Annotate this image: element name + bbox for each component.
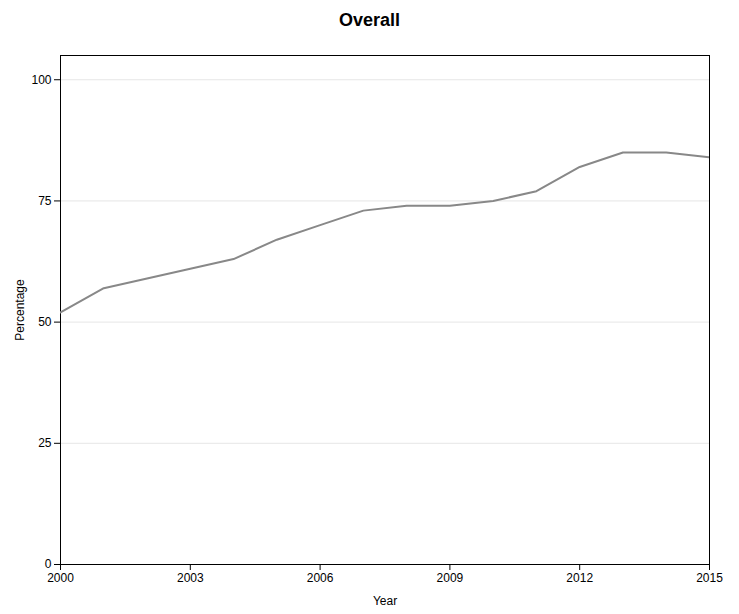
svg-text:25: 25 [38, 436, 52, 450]
html-text:Overall: Overall [339, 10, 400, 30]
svg-text:Percentage: Percentage [13, 279, 27, 341]
svg-text:50: 50 [38, 315, 52, 329]
svg-text:2009: 2009 [437, 571, 464, 585]
svg-text:2006: 2006 [307, 571, 334, 585]
svg-text:2003: 2003 [177, 571, 204, 585]
svg-text:2012: 2012 [566, 571, 593, 585]
svg-text:75: 75 [38, 194, 52, 208]
svg-text:100: 100 [31, 73, 51, 87]
svg-text:0: 0 [45, 557, 52, 571]
svg-text:2000: 2000 [47, 571, 74, 585]
svg-text:Year: Year [373, 594, 397, 608]
svg-text:2015: 2015 [696, 571, 723, 585]
